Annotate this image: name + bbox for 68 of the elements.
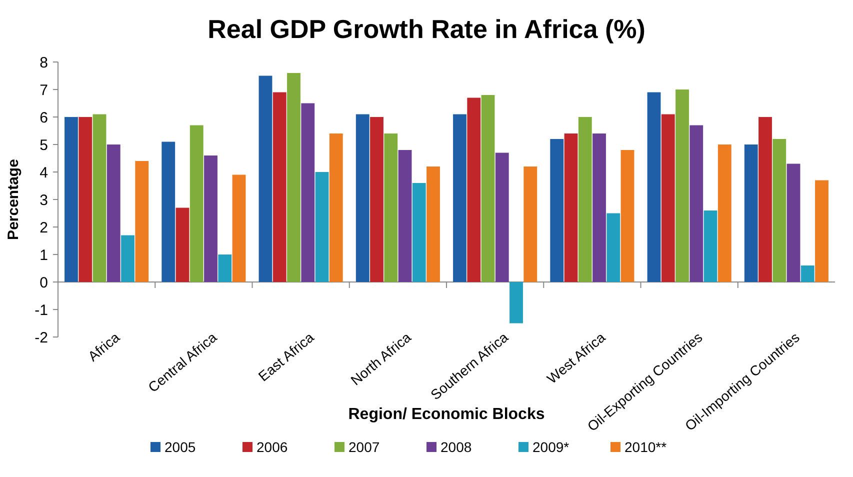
bar (370, 117, 384, 282)
y-tick-label: 8 (40, 54, 48, 72)
bar (272, 92, 286, 282)
legend-label: 2005 (164, 438, 196, 455)
bar (218, 254, 232, 282)
bar (481, 95, 495, 282)
y-tick-label: 7 (40, 82, 48, 99)
bar (495, 152, 509, 282)
bar (64, 117, 78, 282)
bar (92, 114, 106, 282)
chart-title: Real GDP Growth Rate in Africa (%) (208, 14, 646, 44)
bar (524, 166, 538, 282)
y-tick-label: -1 (34, 302, 48, 319)
bar (78, 117, 92, 282)
legend-label: 2009* (532, 438, 570, 455)
x-axis-title: Region/ Economic Blocks (348, 406, 545, 423)
bar (564, 134, 578, 282)
bar (800, 266, 814, 282)
y-tick-label: -2 (34, 329, 48, 346)
bar (744, 144, 758, 282)
bar (772, 139, 786, 282)
y-tick-label: 1 (40, 246, 48, 264)
y-axis-title: Percentage (5, 159, 22, 240)
bar (121, 235, 134, 282)
legend-label: 2008 (440, 438, 472, 455)
bar (453, 114, 466, 282)
bar (356, 114, 370, 282)
bar (758, 117, 772, 282)
bar (384, 134, 398, 282)
y-tick-label: 5 (40, 136, 48, 154)
bar (176, 208, 190, 282)
y-tick-label: 6 (40, 109, 48, 126)
bar (718, 144, 732, 282)
bar (106, 144, 120, 282)
bar (467, 98, 481, 282)
bar (606, 213, 620, 282)
bar (661, 114, 675, 282)
bar (647, 92, 661, 282)
bar (426, 166, 440, 282)
bar (786, 164, 800, 282)
bar (578, 117, 592, 282)
bar (329, 134, 343, 282)
bar (315, 172, 329, 282)
legend-label: 2006 (256, 438, 288, 455)
bar (412, 183, 426, 282)
bar (287, 73, 300, 282)
bar (550, 139, 564, 282)
bar (690, 125, 704, 282)
bar (190, 125, 204, 282)
bar (815, 180, 828, 282)
bar (204, 156, 218, 282)
bar (232, 174, 246, 282)
bar (258, 76, 272, 282)
legend-label: 2007 (348, 438, 380, 455)
y-tick-label: 0 (40, 274, 48, 292)
bar (676, 90, 689, 282)
bar (592, 134, 606, 282)
bar (620, 150, 634, 282)
legend-label: 2010** (624, 438, 668, 455)
bar (162, 142, 176, 282)
bar (135, 161, 149, 282)
bar (301, 103, 315, 282)
bar (510, 282, 523, 324)
bar (398, 150, 412, 282)
y-tick-label: 4 (40, 164, 48, 182)
bar (704, 210, 718, 282)
y-tick-label: 2 (40, 219, 48, 236)
y-tick-label: 3 (40, 192, 48, 209)
